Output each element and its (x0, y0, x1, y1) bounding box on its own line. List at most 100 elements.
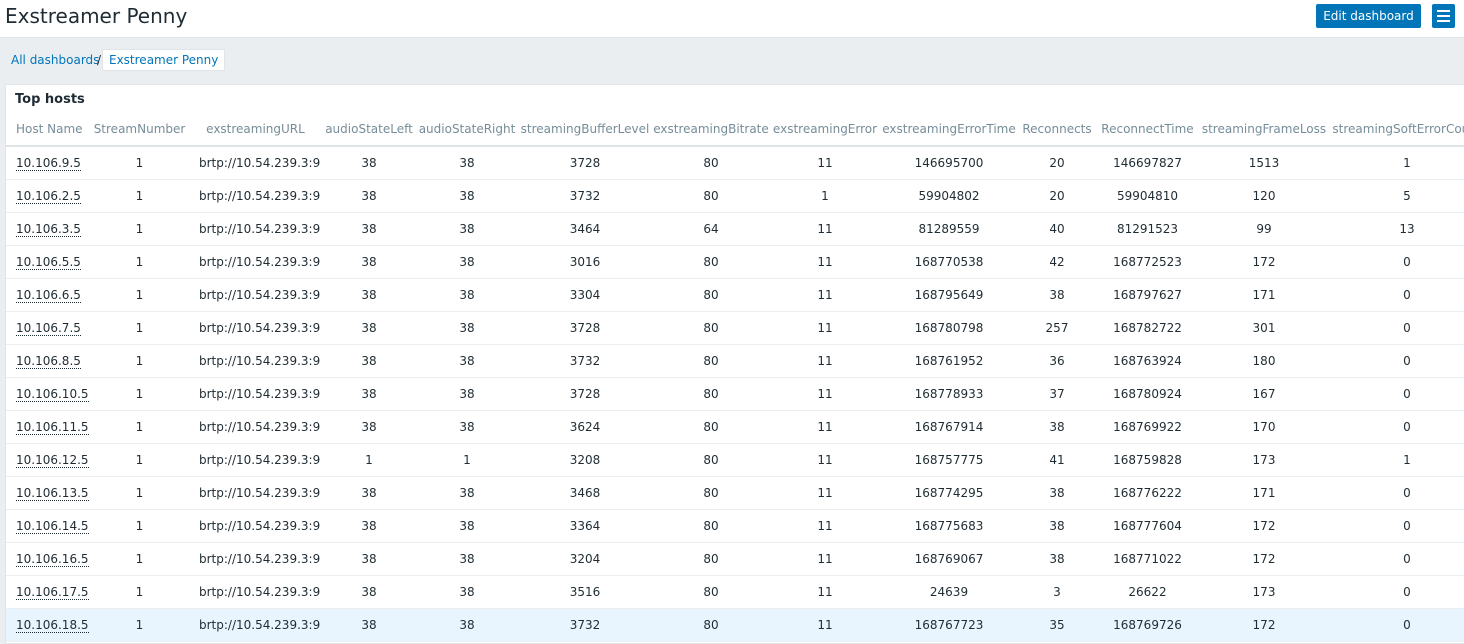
breadcrumb-current[interactable]: Exstreamer Penny (102, 49, 226, 71)
host-link[interactable]: 10.106.11.5 (16, 420, 89, 435)
cell: 38 (321, 311, 417, 345)
cell: 10.106.3.5 (6, 212, 89, 246)
cell: 168782722 (1097, 311, 1198, 345)
table-row: 10.106.7.5 1 brtp://10.54.239.3:9... 38 38 37… (6, 311, 1464, 345)
cell: brtp://10.54.239.3:9... (190, 476, 321, 510)
cell: 1 (89, 410, 190, 444)
host-link[interactable]: 10.106.2.5 (16, 189, 81, 204)
host-link[interactable]: 10.106.10.5 (16, 387, 89, 402)
cell: 0 (1330, 344, 1464, 378)
cell: 11 (769, 443, 881, 477)
host-link[interactable]: 10.106.3.5 (16, 222, 81, 237)
table-row: 10.106.11.5 1 brtp://10.54.239.3:9... 38 38 3… (6, 410, 1464, 444)
widget-title: Top hosts (15, 92, 85, 107)
cell: 168774295 (881, 476, 1017, 510)
column-header: exstreamingBitrate (653, 113, 769, 147)
table-row: 10.106.8.5 1 brtp://10.54.239.3:9... 38 38 37… (6, 344, 1464, 378)
host-link[interactable]: 10.106.18.5 (16, 618, 89, 633)
cell: 38 (321, 410, 417, 444)
cell: 35 (1017, 608, 1097, 642)
host-link[interactable]: 10.106.16.5 (16, 552, 89, 567)
cell: 172 (1198, 509, 1330, 543)
cell: brtp://10.54.239.3:9... (190, 245, 321, 279)
cell: 38 (417, 542, 517, 576)
breadcrumb-link[interactable]: All dashboards (11, 53, 100, 67)
cell: 38 (417, 509, 517, 543)
cell: 1 (89, 212, 190, 246)
cell: 0 (1330, 311, 1464, 345)
cell: 38 (417, 245, 517, 279)
cell: 1 (89, 311, 190, 345)
cell: 38 (417, 575, 517, 609)
cell: 38 (321, 212, 417, 246)
cell: 59904802 (881, 179, 1017, 213)
cell: 0 (1330, 377, 1464, 411)
cell: 80 (653, 146, 769, 180)
cell: 10.106.14.5 (6, 509, 89, 543)
cell: 80 (653, 509, 769, 543)
table-row: 10.106.13.5 1 brtp://10.54.239.3:9... 38 38 3… (6, 476, 1464, 510)
cell: 167 (1198, 377, 1330, 411)
column-header: audioStateLeft (321, 113, 417, 147)
cell: 168775683 (881, 509, 1017, 543)
host-link[interactable]: 10.106.14.5 (16, 519, 89, 534)
cell: 38 (417, 377, 517, 411)
host-link[interactable]: 10.106.7.5 (16, 321, 81, 336)
cell: 38 (417, 410, 517, 444)
edit-dashboard-button[interactable]: Edit dashboard (1316, 4, 1421, 28)
cell: 11 (769, 509, 881, 543)
table-row: 10.106.14.5 1 brtp://10.54.239.3:9... 38 38 3… (6, 509, 1464, 543)
cell: 10.106.6.5 (6, 278, 89, 312)
cell: 301 (1198, 311, 1330, 345)
cell: 10.106.11.5 (6, 410, 89, 444)
cell: 168795649 (881, 278, 1017, 312)
cell: 173 (1198, 575, 1330, 609)
host-link[interactable]: 10.106.17.5 (16, 585, 89, 600)
cell: 11 (769, 344, 881, 378)
menu-button[interactable] (1432, 4, 1455, 28)
cell: 10.106.10.5 (6, 377, 89, 411)
cell: 11 (769, 212, 881, 246)
cell: brtp://10.54.239.3:9... (190, 212, 321, 246)
host-link[interactable]: 10.106.9.5 (16, 156, 81, 171)
cell: 257 (1017, 311, 1097, 345)
page-title: Exstreamer Penny (5, 4, 188, 28)
cell: 172 (1198, 608, 1330, 642)
cell: 59904810 (1097, 179, 1198, 213)
cell: 38 (321, 146, 417, 180)
cell: 38 (417, 179, 517, 213)
cell: 3464 (517, 212, 653, 246)
host-link[interactable]: 10.106.8.5 (16, 354, 81, 369)
cell: 38 (321, 476, 417, 510)
cell: 64 (653, 212, 769, 246)
cell: brtp://10.54.239.3:9... (190, 377, 321, 411)
cell: 168770538 (881, 245, 1017, 279)
host-link[interactable]: 10.106.5.5 (16, 255, 81, 270)
cell: 3364 (517, 509, 653, 543)
cell: 1 (89, 245, 190, 279)
cell: 10.106.12.5 (6, 443, 89, 477)
cell: 11 (769, 377, 881, 411)
cell: 0 (1330, 278, 1464, 312)
cell: 38 (321, 575, 417, 609)
cell: 3516 (517, 575, 653, 609)
cell: 172 (1198, 245, 1330, 279)
table-row: 10.106.10.5 1 brtp://10.54.239.3:9... 38 38 3… (6, 377, 1464, 411)
cell: 38 (417, 344, 517, 378)
cell: 20 (1017, 146, 1097, 180)
cell: 10.106.18.5 (6, 608, 89, 642)
cell: 38 (321, 245, 417, 279)
cell: 81291523 (1097, 212, 1198, 246)
cell: 1 (89, 146, 190, 180)
cell: brtp://10.54.239.3:9... (190, 608, 321, 642)
host-link[interactable]: 10.106.12.5 (16, 453, 89, 468)
cell: 5 (1330, 179, 1464, 213)
cell: 0 (1330, 575, 1464, 609)
host-link[interactable]: 10.106.6.5 (16, 288, 81, 303)
column-header: streamingSoftErrorCount (1330, 113, 1464, 147)
cell: 168777604 (1097, 509, 1198, 543)
host-link[interactable]: 10.106.13.5 (16, 486, 89, 501)
cell: 168772523 (1097, 245, 1198, 279)
cell: brtp://10.54.239.3:9... (190, 575, 321, 609)
